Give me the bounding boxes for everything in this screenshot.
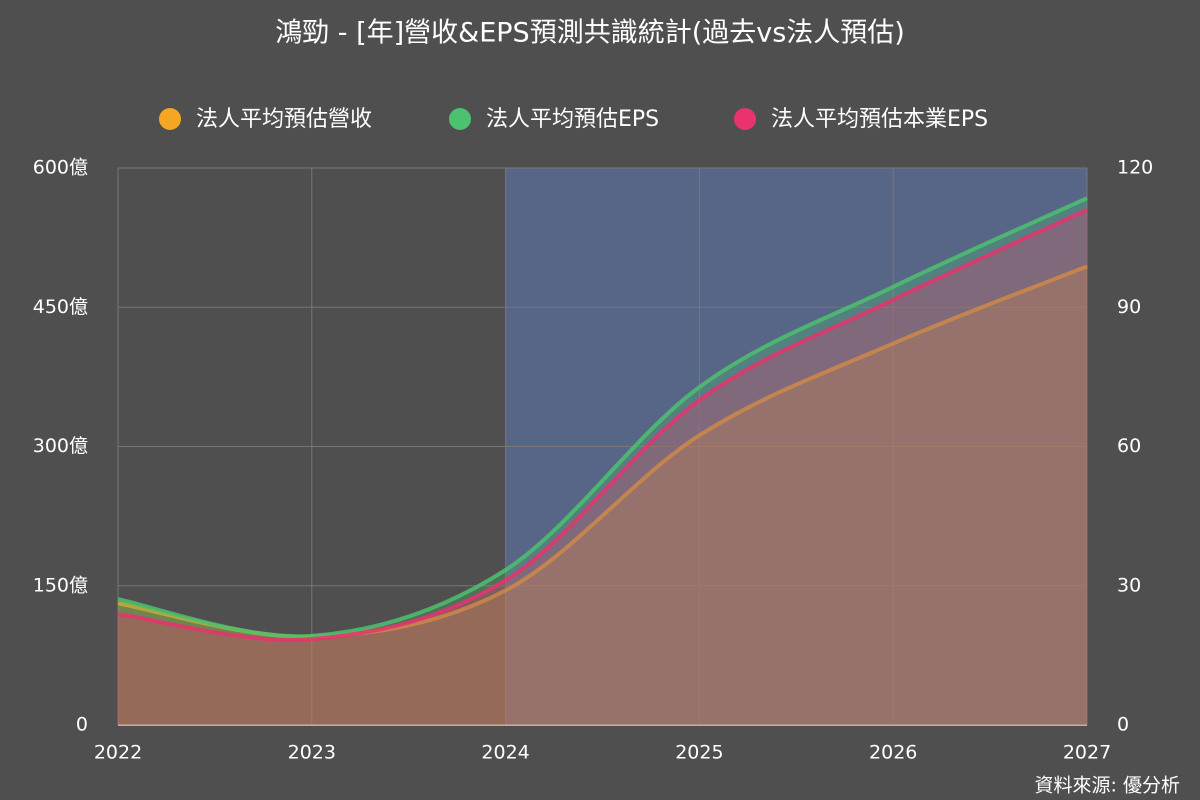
- legend-marker[interactable]: [449, 108, 471, 130]
- x-tick-label: 2023: [288, 742, 336, 764]
- x-tick-label: 2027: [1063, 742, 1111, 764]
- y-tick-label: 0: [76, 714, 88, 736]
- y-tick-label: 300億: [33, 435, 88, 457]
- y2-tick-label: 60: [1117, 435, 1141, 457]
- y2-tick-label: 0: [1117, 714, 1129, 736]
- y2-tick-label: 120: [1117, 157, 1153, 179]
- legend-marker[interactable]: [159, 108, 181, 130]
- x-tick-label: 2025: [675, 742, 723, 764]
- legend-label[interactable]: 法人平均預估營收: [196, 107, 372, 132]
- y2-tick-label: 30: [1117, 574, 1141, 596]
- line: [117, 207, 1088, 642]
- legend-label[interactable]: 法人平均預估本業EPS: [771, 107, 988, 132]
- y-tick-label: 450億: [33, 296, 88, 318]
- y-tick-label: 150億: [33, 574, 88, 596]
- y-tick-label: 600億: [33, 157, 88, 179]
- area: [118, 209, 1087, 725]
- legend-marker[interactable]: [734, 108, 756, 130]
- x-tick-label: 2026: [869, 742, 917, 764]
- x-tick-label: 2022: [94, 742, 142, 764]
- chart-title: 鴻勁 - [年]營收&EPS預測共識統計(過去vs法人預估): [275, 18, 905, 49]
- y2-tick-label: 90: [1117, 296, 1141, 318]
- area: [118, 266, 1087, 725]
- line: [117, 196, 1088, 639]
- x-tick-label: 2024: [481, 742, 529, 764]
- source: 資料來源: 優分析: [1035, 775, 1180, 797]
- legend-label[interactable]: 法人平均預估EPS: [486, 107, 659, 132]
- area: [118, 198, 1087, 725]
